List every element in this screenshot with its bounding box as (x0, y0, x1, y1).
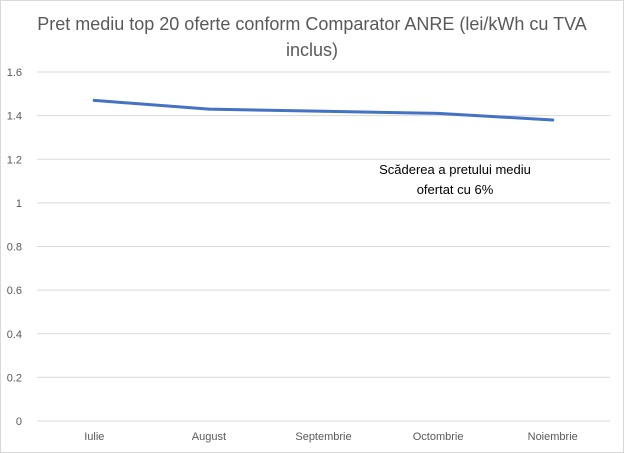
x-tick-label: Septembrie (295, 431, 351, 443)
chart-title: Pret mediu top 20 oferte conform Compara… (37, 14, 587, 60)
data-point (436, 111, 440, 115)
y-tick-label: 0.2 (7, 372, 22, 384)
data-point (207, 107, 211, 111)
x-tick-label: Octombrie (413, 431, 464, 443)
y-tick-label: 1.2 (7, 154, 22, 166)
y-tick-label: 1.6 (7, 67, 22, 79)
x-axis-ticks: Iulie August Septembrie Octombrie Noiembrie (84, 431, 578, 443)
series-lines (92, 98, 555, 122)
y-axis-ticks: 0 0.2 0.4 0.6 0.8 1 1.2 1.4 1.6 (7, 67, 22, 428)
data-point (322, 109, 325, 113)
gridlines (37, 71, 610, 422)
x-tick-label: Iulie (84, 431, 104, 443)
y-tick-label: 0.4 (7, 329, 22, 341)
data-point (551, 118, 555, 122)
x-tick-label: Noiembrie (528, 431, 578, 443)
y-tick-label: 0.6 (7, 285, 22, 297)
y-tick-label: 0 (16, 416, 22, 428)
data-point (92, 98, 96, 102)
y-tick-label: 1.4 (7, 111, 22, 123)
y-tick-label: 1 (16, 198, 22, 210)
chart-annotation: Scăderea a pretului mediu ofertat cu 6% (379, 162, 531, 197)
y-tick-label: 0.8 (7, 242, 22, 254)
x-tick-label: August (192, 431, 226, 443)
